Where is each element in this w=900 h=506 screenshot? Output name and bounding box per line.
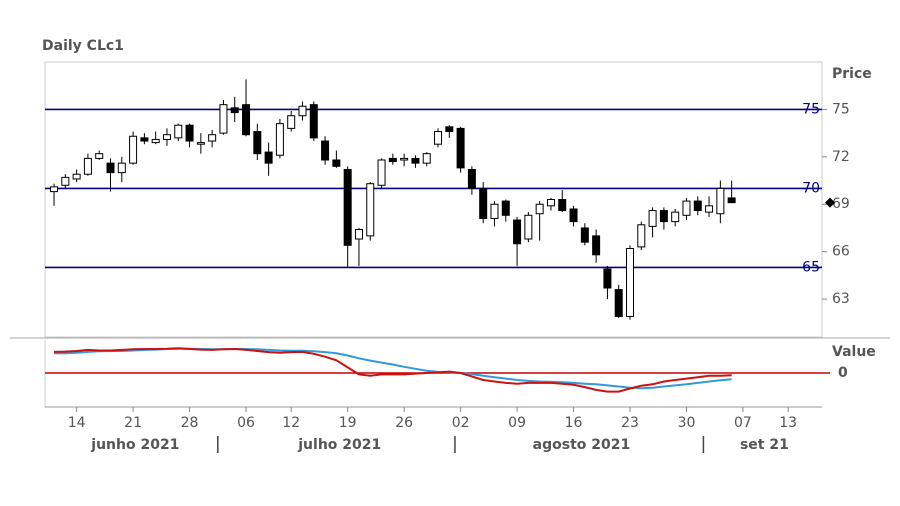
candle-body: [727, 197, 736, 204]
candle-body: [264, 151, 273, 164]
candle-body: [174, 124, 183, 139]
candle-body: [637, 224, 646, 248]
candle-body: [411, 157, 420, 164]
x-tick-label: 06: [237, 415, 255, 431]
candle-body: [298, 105, 307, 117]
x-tick-label: 16: [565, 415, 583, 431]
x-tick-label: 13: [779, 415, 797, 431]
candle-body: [648, 210, 657, 227]
candle-body: [377, 159, 386, 186]
candle-body: [716, 187, 725, 215]
candle-body: [524, 214, 533, 240]
candle-body: [682, 200, 691, 216]
candle-body: [603, 268, 612, 289]
month-label: set 21: [740, 437, 789, 453]
y-tick-label: 72: [832, 149, 850, 165]
candle-body: [366, 183, 375, 237]
candle-body: [151, 138, 160, 144]
x-tick-label: 30: [678, 415, 696, 431]
price-axis-title: Price: [832, 66, 872, 82]
candle-body: [671, 211, 680, 223]
candle-body: [162, 134, 171, 140]
candle-body: [129, 135, 138, 164]
candle-body: [422, 153, 431, 164]
y-tick-label: 66: [832, 244, 850, 260]
candle-body: [275, 123, 284, 156]
candle-body: [117, 162, 126, 174]
candle-body: [309, 104, 318, 139]
candle-body: [321, 140, 330, 161]
month-label: agosto 2021: [533, 437, 631, 453]
y-tick-label: 63: [832, 291, 850, 307]
month-label: julho 2021: [297, 437, 381, 453]
candle-body: [354, 229, 363, 240]
chart-title: Daily CLc1: [42, 38, 124, 54]
month-label: junho 2021: [90, 437, 179, 453]
reference-line-label: 65: [802, 259, 820, 275]
candle-body: [659, 210, 668, 223]
candle-body: [95, 153, 104, 159]
candle-body: [592, 235, 601, 256]
candle-body: [501, 200, 510, 216]
candle-body: [705, 205, 714, 213]
value-axis-title: Value: [832, 344, 876, 360]
candle-body: [72, 173, 81, 180]
candle-body: [287, 115, 296, 129]
oscillator-line: [53, 347, 732, 393]
candle-body: [490, 203, 499, 219]
x-tick-label: 28: [181, 415, 199, 431]
reference-line-label: 75: [802, 101, 820, 117]
x-tick-label: 23: [621, 415, 639, 431]
candle-body: [546, 199, 555, 207]
y-tick-label: 0: [838, 365, 848, 381]
candle-body: [569, 208, 578, 223]
candle-body: [83, 157, 92, 175]
candle-body: [467, 168, 476, 189]
candle-body: [513, 219, 522, 245]
last-price-marker: [825, 197, 835, 208]
candle-body: [50, 186, 59, 193]
x-tick-label: 12: [282, 415, 300, 431]
candle-body: [693, 200, 702, 212]
y-tick-label: 75: [832, 101, 850, 117]
y-tick-label: 69: [832, 196, 850, 212]
candle-body: [388, 157, 397, 163]
x-tick-label: 21: [124, 415, 142, 431]
candle-body: [219, 104, 228, 134]
candle-body: [61, 176, 70, 186]
candle-body: [332, 159, 341, 167]
x-tick-label: 09: [508, 415, 526, 431]
candle-body: [242, 104, 251, 136]
candle-body: [343, 168, 352, 246]
candle-body: [434, 131, 443, 145]
x-tick-label: 14: [68, 415, 86, 431]
candle-body: [580, 227, 589, 243]
candle-body: [558, 199, 567, 212]
candle-body: [185, 124, 194, 142]
candle-body: [230, 107, 239, 114]
candle-body: [106, 162, 115, 174]
candle-body: [535, 203, 544, 215]
reference-line-label: 70: [802, 180, 820, 196]
candle-body: [196, 142, 205, 145]
x-tick-label: 26: [395, 415, 413, 431]
x-tick-label: 02: [452, 415, 470, 431]
x-tick-label: 19: [339, 415, 357, 431]
candle-body: [626, 247, 635, 317]
price-panel-frame: [44, 61, 823, 338]
candle-body: [400, 157, 409, 161]
candle-body: [445, 126, 454, 133]
oscillator-line: [54, 347, 732, 390]
candle-body: [253, 131, 262, 155]
candle-body: [456, 127, 465, 169]
candle-body: [614, 289, 623, 317]
x-tick-label: 07: [734, 415, 752, 431]
candle-body: [479, 187, 488, 219]
candle-body: [140, 137, 149, 142]
candle-body: [208, 134, 217, 142]
